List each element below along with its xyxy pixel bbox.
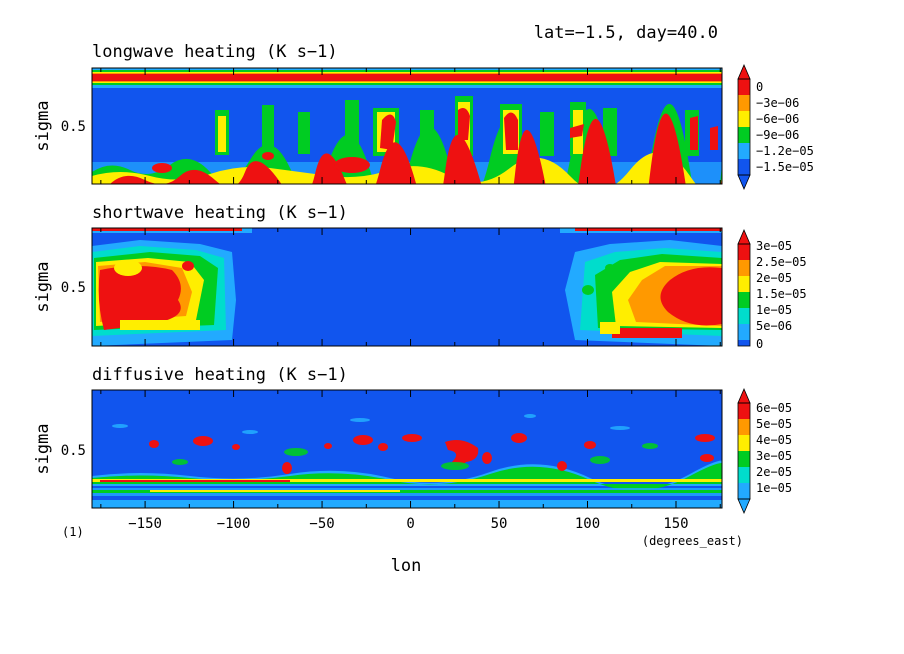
panel-title-shortwave: shortwave heating (K s−1): [92, 203, 348, 223]
panel-title-diffusive: diffusive heating (K s−1): [92, 365, 348, 385]
cbar-label-longwave-5: −1.5e−05: [756, 160, 814, 174]
cbar-label-longwave-1: −3e−06: [756, 96, 799, 110]
cbar-label-diffusive-3: 3e−05: [756, 449, 792, 463]
figure-number: (1): [62, 525, 84, 539]
panel-shortwave: shortwave heating (K s−1) sigma 0.5: [33, 203, 807, 351]
cbar-label-shortwave-6: 0: [756, 337, 763, 351]
cbar-label-longwave-2: −6e−06: [756, 112, 799, 126]
x-tick-label: 100: [575, 516, 600, 532]
panel-longwave: longwave heating (K s−1) sigma 0.5: [33, 42, 814, 191]
frame-shortwave: [91, 227, 723, 347]
x-tick-label: 150: [663, 516, 688, 532]
colorbar-diffusive: 6e−05 5e−05 4e−05 3e−05 2e−05 1e−05: [737, 387, 792, 515]
panel-title-longwave: longwave heating (K s−1): [92, 42, 338, 62]
x-tick-label: 50: [491, 516, 508, 532]
cbar-label-shortwave-3: 1.5e−05: [756, 287, 807, 301]
xticks-shortwave: [100, 228, 721, 346]
x-tick-label: −100: [217, 516, 251, 532]
x-tick-label: 0: [406, 516, 414, 532]
heatmap-shortwave: [92, 228, 722, 346]
colorbar-shortwave: 3e−05 2.5e−05 2e−05 1.5e−05 1e−05 5e−06 …: [737, 228, 807, 351]
x-tick-label: −50: [309, 516, 334, 532]
cbar-label-diffusive-1: 5e−05: [756, 417, 792, 431]
xtick-labels: −150 −100 −50 0 50 100 150: [128, 516, 688, 532]
cbar-label-longwave-3: −9e−06: [756, 128, 799, 142]
xlabel: lon: [391, 556, 422, 576]
ytick-longwave: 0.5: [61, 119, 86, 135]
heatmap-diffusive: [92, 390, 722, 508]
panel-diffusive: diffusive heating (K s−1) sigma 0.5: [33, 365, 792, 576]
heatmap-longwave: [92, 68, 722, 184]
xticks-longwave: [100, 68, 721, 184]
cbar-label-longwave-0: 0: [756, 80, 763, 94]
ytick-diffusive: 0.5: [61, 443, 86, 459]
cbar-label-diffusive-2: 4e−05: [756, 433, 792, 447]
cbar-label-diffusive-0: 6e−05: [756, 401, 792, 415]
cbar-label-shortwave-4: 1e−05: [756, 303, 792, 317]
frame-diffusive: [91, 389, 723, 509]
cbar-label-longwave-4: −1.2e−05: [756, 144, 814, 158]
ylabel-diffusive: sigma: [33, 423, 53, 474]
header-info: lat=−1.5, day=40.0: [534, 23, 718, 43]
cbar-label-shortwave-1: 2.5e−05: [756, 255, 807, 269]
cbar-label-shortwave-2: 2e−05: [756, 271, 792, 285]
xticks-diffusive: [100, 390, 721, 508]
cbar-label-diffusive-5: 1e−05: [756, 481, 792, 495]
colorbar-longwave: 0 −3e−06 −6e−06 −9e−06 −1.2e−05 −1.5e−05: [737, 63, 814, 191]
cbar-label-diffusive-4: 2e−05: [756, 465, 792, 479]
cbar-label-shortwave-5: 5e−06: [756, 319, 792, 333]
cbar-label-shortwave-0: 3e−05: [756, 239, 792, 253]
xunits-label: (degrees_east): [642, 534, 743, 548]
frame-longwave: [91, 67, 723, 185]
ytick-shortwave: 0.5: [61, 280, 86, 296]
x-tick-label: −150: [128, 516, 162, 532]
ylabel-shortwave: sigma: [33, 261, 53, 312]
ylabel-longwave: sigma: [33, 100, 53, 151]
